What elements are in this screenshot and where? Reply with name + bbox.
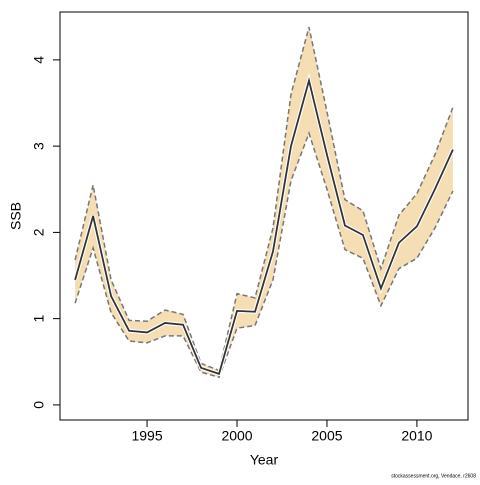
- y-tick-label: 4: [31, 56, 47, 64]
- x-tick-label: 2000: [221, 428, 252, 444]
- plot-frame: [59, 11, 469, 421]
- y-tick-label: 1: [31, 315, 47, 323]
- x-tick-label: 1995: [131, 428, 162, 444]
- x-tick-label: 2005: [311, 428, 342, 444]
- y-tick-label: 2: [31, 228, 47, 236]
- y-tick-label: 0: [31, 401, 47, 409]
- x-tick-label: 2010: [401, 428, 432, 444]
- footnote: stockassessment.org, Vendace, r2608: [391, 473, 476, 479]
- y-axis-label: SSB: [8, 202, 24, 230]
- y-tick-label: 3: [31, 142, 47, 150]
- lower-bound: [74, 130, 454, 379]
- upper-bound: [74, 26, 454, 372]
- confidence-band: [75, 27, 453, 378]
- x-axis-label: Year: [250, 452, 279, 468]
- ssb-line: [74, 76, 454, 376]
